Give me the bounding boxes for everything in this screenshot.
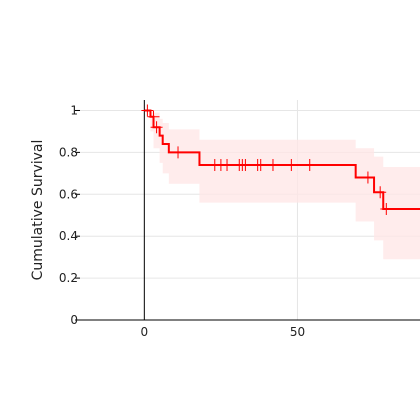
confidence-band	[144, 110, 420, 260]
censor-marks	[141, 104, 393, 215]
censor-mark	[221, 158, 234, 171]
censor-mark	[254, 158, 267, 171]
x-tick-label: 0	[141, 325, 149, 339]
censor-mark	[239, 158, 252, 171]
censor-mark	[380, 202, 393, 215]
y-tick-label: 0.6	[59, 187, 78, 201]
censor-mark	[266, 158, 279, 171]
x-tick-labels: 0 50	[141, 325, 306, 339]
y-tick-labels: 0 0.2 0.4 0.6 0.8 1	[59, 103, 80, 327]
y-tick-label: 1	[70, 103, 78, 117]
y-axis-title: Cumulative Survival	[30, 140, 46, 281]
y-tick-label: 0.2	[59, 271, 78, 285]
censor-mark	[285, 158, 298, 171]
y-tick-label: 0	[70, 313, 78, 327]
censor-mark	[374, 186, 387, 199]
censor-mark	[147, 110, 160, 123]
censor-mark	[303, 158, 316, 171]
censor-mark	[172, 146, 185, 159]
y-tick-label: 0.4	[59, 229, 78, 243]
censor-mark	[361, 171, 374, 184]
y-tick-label: 0.8	[59, 145, 78, 159]
x-tick-label: 50	[290, 325, 305, 339]
censor-mark	[150, 121, 163, 134]
censor-mark	[141, 104, 154, 117]
